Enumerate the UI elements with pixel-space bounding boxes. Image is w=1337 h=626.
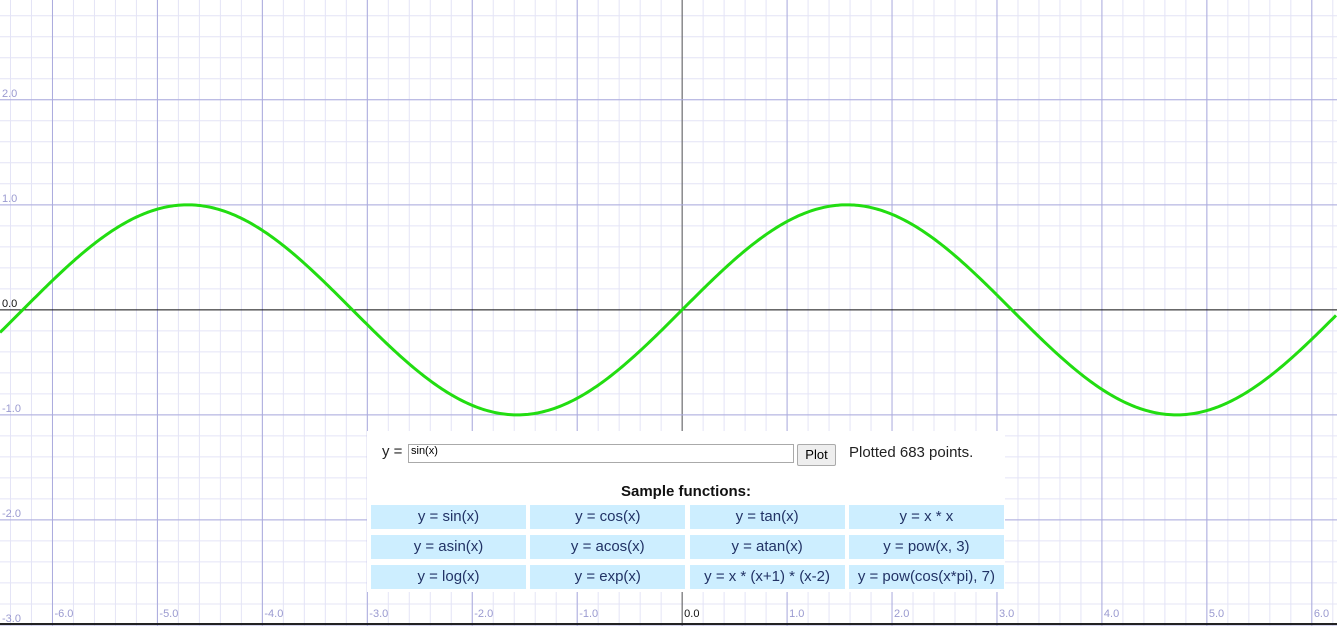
samples-title: Sample functions: xyxy=(620,483,751,500)
sample-function-button[interactable]: y = x * x xyxy=(848,505,1004,529)
x-tick-label: 1.0 xyxy=(789,608,804,620)
x-tick-label: 5.0 xyxy=(1209,608,1224,620)
control-panel: y = sin(x) Plot Plotted 683 points. Samp… xyxy=(367,431,1005,592)
prompt: y = xyxy=(382,443,403,460)
x-tick-label: -5.0 xyxy=(159,608,178,620)
y-tick-label: -3.0 xyxy=(2,613,21,625)
x-tick-label: -3.0 xyxy=(369,608,388,620)
status-text: Plotted 683 points. xyxy=(849,444,974,461)
y-tick-label: 0.0 xyxy=(2,298,17,310)
x-tick-label: 3.0 xyxy=(999,608,1014,620)
sample-function-button[interactable]: y = sin(x) xyxy=(371,505,526,529)
x-tick-label: -2.0 xyxy=(474,608,493,620)
sample-function-button[interactable]: y = cos(x) xyxy=(530,505,686,529)
x-tick-label: -1.0 xyxy=(579,608,598,620)
x-tick-label: 4.0 xyxy=(1104,608,1119,620)
sample-function-button[interactable]: y = log(x) xyxy=(371,565,526,589)
x-tick-label: 0.0 xyxy=(684,608,699,620)
y-tick-label: 2.0 xyxy=(2,88,17,100)
sample-function-button[interactable]: y = tan(x) xyxy=(689,505,845,529)
y-tick-label: 1.0 xyxy=(2,193,17,205)
plot-button[interactable]: Plot xyxy=(797,444,836,466)
x-tick-label: 6.0 xyxy=(1314,608,1329,620)
sample-function-button[interactable]: y = acos(x) xyxy=(530,535,686,559)
x-tick-label: 2.0 xyxy=(894,608,909,620)
expression-input[interactable]: sin(x) xyxy=(408,444,794,463)
x-tick-label: -4.0 xyxy=(264,608,283,620)
sample-function-button[interactable]: y = asin(x) xyxy=(371,535,526,559)
sample-function-button[interactable]: y = x * (x+1) * (x-2) xyxy=(689,565,845,589)
y-tick-label: -1.0 xyxy=(2,403,21,415)
sample-function-button[interactable]: y = atan(x) xyxy=(689,535,845,559)
sample-function-button[interactable]: y = exp(x) xyxy=(530,565,686,589)
sample-function-button[interactable]: y = pow(x, 3) xyxy=(848,535,1004,559)
y-tick-label: -2.0 xyxy=(2,508,21,520)
function-curve xyxy=(0,203,1337,417)
x-tick-label: -6.0 xyxy=(54,608,73,620)
sample-function-button[interactable]: y = pow(cos(x*pi), 7) xyxy=(848,565,1004,589)
